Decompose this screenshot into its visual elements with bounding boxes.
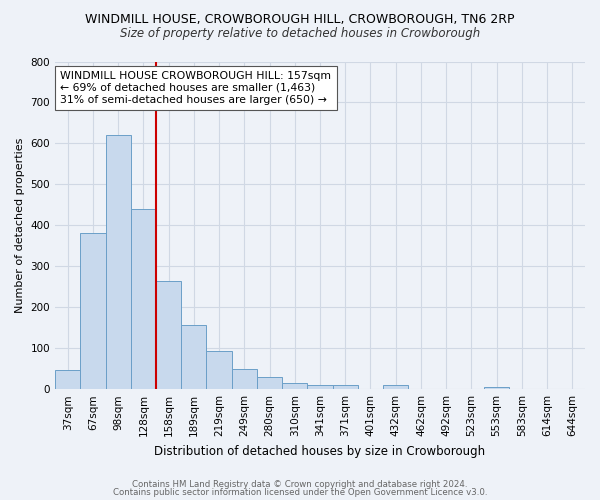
Bar <box>181 326 206 389</box>
Bar <box>484 387 509 389</box>
Bar <box>383 385 409 389</box>
Bar <box>131 209 156 389</box>
Bar <box>257 377 282 389</box>
Y-axis label: Number of detached properties: Number of detached properties <box>15 138 25 313</box>
Text: Size of property relative to detached houses in Crowborough: Size of property relative to detached ho… <box>120 28 480 40</box>
Bar <box>106 135 131 389</box>
Bar <box>206 350 232 389</box>
X-axis label: Distribution of detached houses by size in Crowborough: Distribution of detached houses by size … <box>154 444 485 458</box>
Bar <box>332 385 358 389</box>
Bar <box>307 385 332 389</box>
Text: WINDMILL HOUSE, CROWBOROUGH HILL, CROWBOROUGH, TN6 2RP: WINDMILL HOUSE, CROWBOROUGH HILL, CROWBO… <box>85 12 515 26</box>
Text: WINDMILL HOUSE CROWBOROUGH HILL: 157sqm
← 69% of detached houses are smaller (1,: WINDMILL HOUSE CROWBOROUGH HILL: 157sqm … <box>61 72 331 104</box>
Bar <box>156 280 181 389</box>
Bar <box>232 368 257 389</box>
Bar <box>282 383 307 389</box>
Text: Contains public sector information licensed under the Open Government Licence v3: Contains public sector information licen… <box>113 488 487 497</box>
Bar <box>55 370 80 389</box>
Text: Contains HM Land Registry data © Crown copyright and database right 2024.: Contains HM Land Registry data © Crown c… <box>132 480 468 489</box>
Bar <box>80 232 106 389</box>
